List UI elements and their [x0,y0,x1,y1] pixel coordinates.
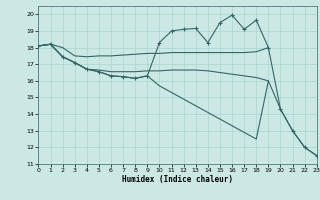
X-axis label: Humidex (Indice chaleur): Humidex (Indice chaleur) [122,175,233,184]
